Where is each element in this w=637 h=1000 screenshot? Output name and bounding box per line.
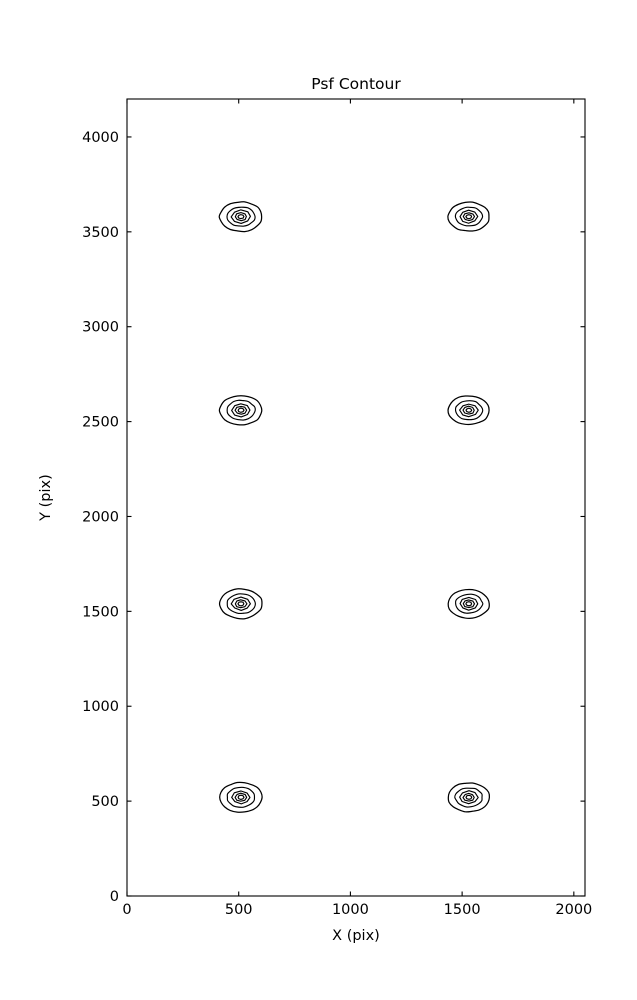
contour-ring xyxy=(454,787,483,808)
contour-ring xyxy=(226,786,256,808)
axes-frame xyxy=(126,98,586,897)
contour-ring xyxy=(459,596,479,611)
contour-ring xyxy=(459,209,479,224)
contour-ring xyxy=(234,792,248,802)
contour-ring xyxy=(462,405,475,415)
contour-ring xyxy=(465,407,473,413)
contour-ring xyxy=(454,206,484,227)
contour-ring xyxy=(231,403,251,418)
contour-ring xyxy=(234,599,248,609)
x-tick-label: 500 xyxy=(225,902,253,918)
contour-ring xyxy=(226,206,256,227)
contour-ring xyxy=(454,593,484,614)
x-tick-label: 1500 xyxy=(444,902,481,918)
contour-ring xyxy=(454,400,484,421)
y-tick-label: 2500 xyxy=(82,415,119,431)
contour-ring xyxy=(237,407,245,413)
psf-contour-blob xyxy=(447,782,491,813)
contour-ring xyxy=(465,794,473,800)
y-tick-label: 500 xyxy=(91,794,119,810)
tick-marks-group xyxy=(126,99,585,897)
y-tick-label: 3500 xyxy=(82,225,119,241)
x-tick-label: 1000 xyxy=(332,902,369,918)
contour-ring xyxy=(218,588,263,620)
contour-ring xyxy=(234,405,248,415)
psf-contour-blob xyxy=(218,395,263,426)
contour-ring xyxy=(230,596,251,611)
contour-ring xyxy=(226,399,256,421)
x-tick-label: 0 xyxy=(122,902,131,918)
contour-ring xyxy=(462,599,476,609)
contour-ring xyxy=(465,601,473,607)
y-tick-label: 2000 xyxy=(82,509,119,525)
psf-contour-blob xyxy=(218,588,263,620)
contour-ring xyxy=(462,212,476,222)
tick-labels-group: 0 500 1000 1500 2000 0 500 1000 1500 2000 2500 3000… xyxy=(82,130,592,918)
y-tick-label: 3000 xyxy=(82,320,119,336)
contour-ring xyxy=(237,794,245,800)
contour-ring xyxy=(230,209,252,225)
contour-ring xyxy=(219,781,263,813)
contour-ring xyxy=(462,792,475,802)
psf-contour-blob xyxy=(218,201,263,233)
y-tick-label: 4000 xyxy=(82,130,119,146)
x-tick-label: 2000 xyxy=(555,902,592,918)
contour-ring xyxy=(218,201,263,233)
contour-ring xyxy=(231,790,251,805)
y-tick-label: 0 xyxy=(110,889,119,905)
y-tick-label: 1000 xyxy=(82,699,119,715)
y-axis-label: Y (pix) xyxy=(38,474,54,522)
psf-contour-blob xyxy=(219,781,263,813)
psf-contour-blob xyxy=(447,201,490,232)
psf-contour-blob xyxy=(447,588,490,619)
contour-ring xyxy=(447,395,490,426)
plot-title: Psf Contour xyxy=(311,75,401,93)
psf-contour-blob xyxy=(447,395,490,426)
contour-ring xyxy=(465,214,473,220)
plot-frame xyxy=(126,98,586,897)
contour-group xyxy=(218,201,491,813)
contour-ring xyxy=(447,588,490,619)
contour-ring xyxy=(234,212,247,222)
contour-ring xyxy=(237,214,245,220)
contour-ring xyxy=(447,201,490,232)
contour-ring xyxy=(237,601,245,607)
y-tick-label: 1500 xyxy=(82,604,119,620)
contour-ring xyxy=(459,403,479,418)
contour-ring xyxy=(218,395,263,426)
contour-ring xyxy=(447,782,491,813)
contour-ring xyxy=(459,790,479,805)
x-axis-label: X (pix) xyxy=(332,928,380,944)
contour-ring xyxy=(226,593,256,615)
